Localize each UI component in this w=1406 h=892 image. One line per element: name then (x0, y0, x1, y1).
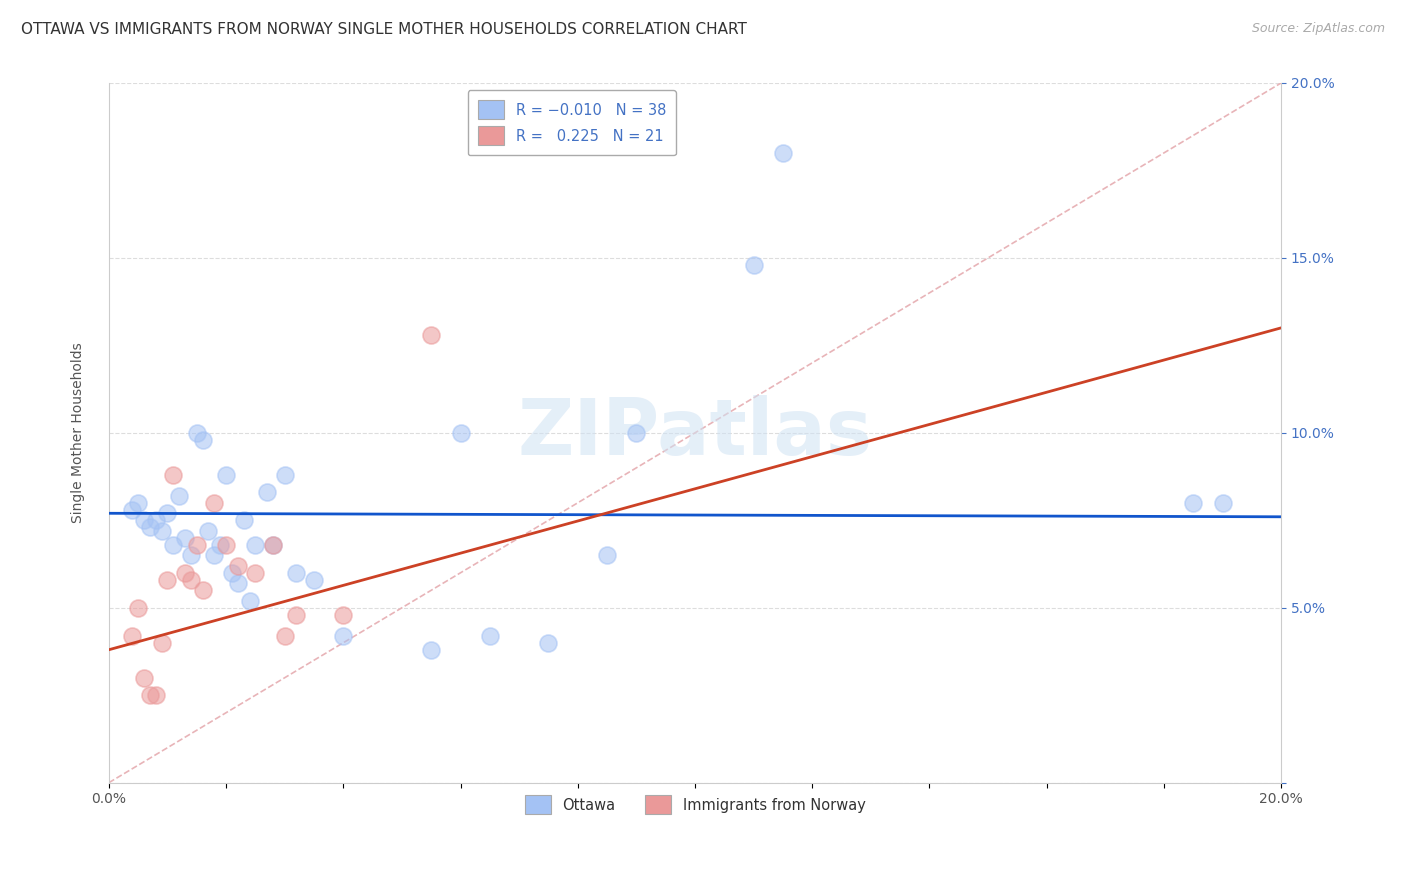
Point (174, 566, 197, 580)
Point (215, 538, 238, 552)
Point (180, 573, 202, 587)
Point (174, 531, 197, 545)
Legend: Ottawa, Immigrants from Norway: Ottawa, Immigrants from Norway (515, 785, 876, 824)
Point (245, 566, 267, 580)
Point (127, 496, 149, 510)
Point (186, 538, 208, 552)
Point (202, 496, 225, 510)
Point (209, 538, 232, 552)
Point (420, 327, 443, 342)
Point (332, 629, 354, 643)
Point (273, 629, 295, 643)
Y-axis label: Single Mother Households: Single Mother Households (72, 343, 86, 524)
Point (596, 549, 619, 563)
Point (245, 538, 267, 552)
Point (162, 467, 184, 482)
Point (191, 433, 214, 447)
Point (139, 688, 162, 702)
Point (121, 503, 143, 517)
Point (156, 506, 179, 520)
Point (273, 467, 295, 482)
Point (132, 513, 155, 527)
Point (167, 489, 190, 503)
Text: OTTAWA VS IMMIGRANTS FROM NORWAY SINGLE MOTHER HOUSEHOLDS CORRELATION CHART: OTTAWA VS IMMIGRANTS FROM NORWAY SINGLE … (21, 22, 747, 37)
Point (1212, 496, 1234, 510)
Point (285, 566, 308, 580)
Point (302, 573, 325, 587)
Point (215, 467, 238, 482)
Point (202, 549, 225, 563)
Point (1182, 496, 1205, 510)
Point (478, 629, 501, 643)
Point (156, 573, 179, 587)
Point (772, 145, 794, 160)
Point (232, 513, 254, 527)
Point (626, 425, 648, 440)
Point (238, 593, 260, 607)
Point (150, 636, 173, 650)
Point (180, 549, 202, 563)
Point (420, 642, 443, 657)
Point (139, 520, 162, 534)
Point (221, 566, 243, 580)
Point (537, 636, 560, 650)
Point (256, 485, 278, 500)
Point (132, 671, 155, 685)
Text: Source: ZipAtlas.com: Source: ZipAtlas.com (1251, 22, 1385, 36)
Point (150, 524, 173, 538)
Point (191, 583, 214, 598)
Point (226, 576, 249, 591)
Text: ZIPatlas: ZIPatlas (517, 395, 873, 471)
Point (262, 538, 284, 552)
Point (162, 538, 184, 552)
Point (145, 688, 167, 702)
Point (262, 538, 284, 552)
Point (332, 607, 354, 622)
Point (197, 524, 219, 538)
Point (226, 558, 249, 573)
Point (186, 425, 208, 440)
Point (285, 607, 308, 622)
Point (742, 258, 765, 272)
Point (145, 513, 167, 527)
Point (450, 425, 472, 440)
Point (121, 629, 143, 643)
Point (127, 600, 149, 615)
